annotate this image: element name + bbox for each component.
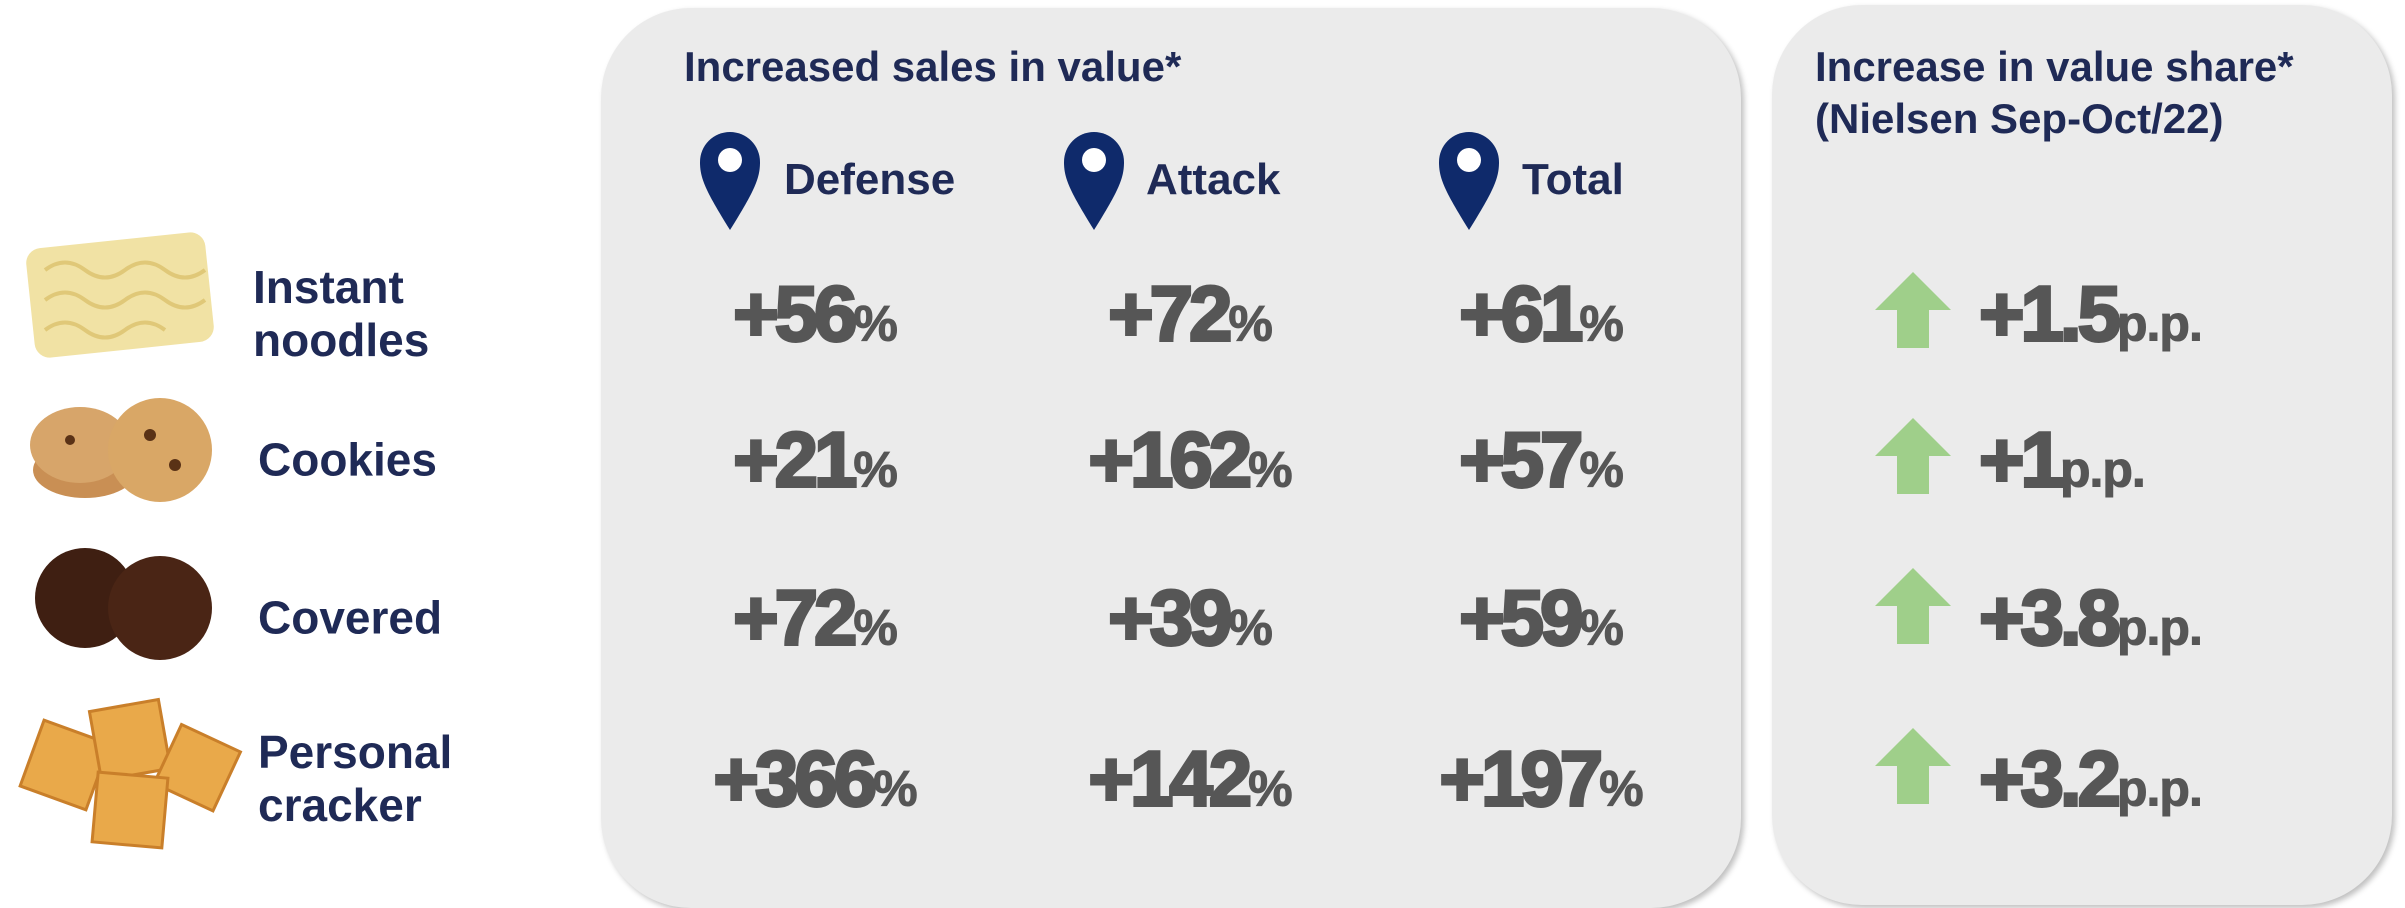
sales-value: +61%: [1459, 269, 1623, 360]
sales-value: +142%: [1088, 734, 1291, 825]
sales-value: +56%: [733, 269, 897, 360]
unit: %: [1248, 761, 1291, 817]
column-header: Defense: [784, 155, 955, 205]
unit: %: [853, 600, 896, 656]
share-value: +1p.p.: [1979, 415, 2145, 506]
value: +366: [713, 735, 873, 823]
value: +57: [1459, 416, 1579, 504]
sales-value: +162%: [1088, 415, 1291, 506]
unit: %: [1579, 600, 1622, 656]
value: +3.2: [1979, 735, 2117, 823]
value: +1.5: [1979, 270, 2117, 358]
sales-value: +39%: [1108, 573, 1272, 664]
up-arrow: [1875, 728, 1951, 804]
cracker-image: [20, 699, 240, 847]
value: +3.8: [1979, 574, 2117, 662]
share-value: +3.2p.p.: [1979, 734, 2202, 825]
pin-icon: [1439, 132, 1499, 230]
column-header: Total: [1522, 155, 1624, 205]
unit: p.p.: [2060, 442, 2145, 498]
unit: %: [853, 296, 896, 352]
sales-value: +21%: [733, 415, 897, 506]
unit: %: [1228, 600, 1271, 656]
up-arrow: [1875, 568, 1951, 644]
sales-value: +197%: [1439, 734, 1642, 825]
unit: %: [1579, 442, 1622, 498]
row-label: Personal cracker: [258, 726, 488, 832]
sales-value: +57%: [1459, 415, 1623, 506]
page: Increased sales in value* Increase in va…: [0, 0, 2405, 873]
up-arrow: [1875, 272, 1951, 348]
value: +39: [1108, 574, 1228, 662]
share-value: +3.8p.p.: [1979, 573, 2202, 664]
arrows: [1875, 272, 1951, 804]
unit: %: [873, 761, 916, 817]
product-images: [20, 231, 240, 848]
sales-value: +72%: [733, 573, 897, 664]
value: +197: [1439, 735, 1599, 823]
unit: p.p.: [2117, 761, 2202, 817]
row-label: Cookies: [258, 434, 488, 487]
share-value: +1.5p.p.: [1979, 269, 2202, 360]
up-arrow: [1875, 418, 1951, 494]
value: +59: [1459, 574, 1579, 662]
pin-icon: [1064, 132, 1124, 230]
pin-icon: [700, 132, 760, 230]
row-label: Covered: [258, 592, 488, 645]
unit: %: [1579, 296, 1622, 352]
value: +61: [1459, 270, 1579, 358]
unit: p.p.: [2117, 600, 2202, 656]
value: +72: [733, 574, 853, 662]
value: +56: [733, 270, 853, 358]
unit: %: [1599, 761, 1642, 817]
unit: %: [853, 442, 896, 498]
value: +72: [1108, 270, 1228, 358]
sales-value: +366%: [713, 734, 916, 825]
column-header: Attack: [1146, 155, 1281, 205]
unit: p.p.: [2117, 296, 2202, 352]
unit: %: [1248, 442, 1291, 498]
sales-value: +72%: [1108, 269, 1272, 360]
unit: %: [1228, 296, 1271, 352]
value: +21: [733, 416, 853, 504]
sales-value: +59%: [1459, 573, 1623, 664]
row-label: Instant noodles: [253, 261, 483, 367]
value: +142: [1088, 735, 1248, 823]
value: +1: [1979, 416, 2060, 504]
value: +162: [1088, 416, 1248, 504]
